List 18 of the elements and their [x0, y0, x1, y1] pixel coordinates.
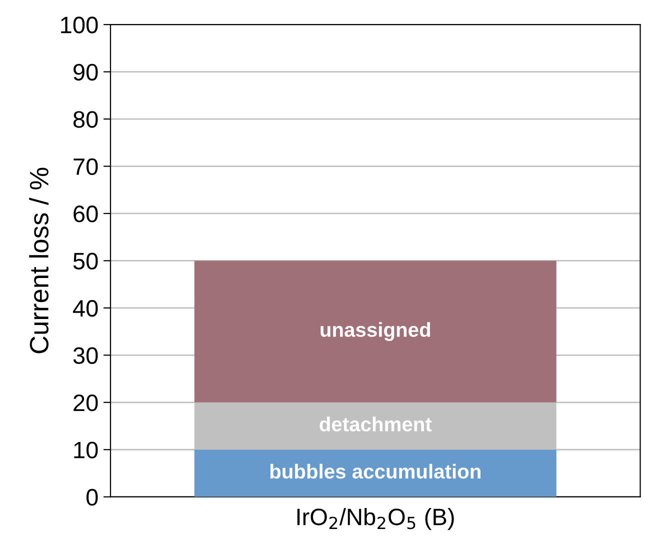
series-label: bubbles accumulation: [270, 464, 480, 479]
y-tick-label: 50: [73, 252, 98, 270]
y-tick-label: 60: [74, 206, 98, 222]
y-tick-label: 80: [73, 111, 98, 128]
y-tick-label: 0: [86, 488, 98, 506]
series-label: detachment: [320, 416, 432, 432]
series-label: unassigned: [320, 322, 430, 341]
y-tick-label: 20: [74, 394, 98, 412]
y-tick-label: 70: [74, 158, 98, 176]
y-tick-label: 10: [74, 442, 98, 458]
y-tick-label: 30: [73, 347, 98, 364]
y-tick-label: 40: [72, 300, 98, 317]
y-axis-title: Current loss / %: [29, 168, 49, 354]
y-tick-label: 90: [74, 64, 98, 81]
bar: [194, 450, 556, 497]
x-tick-label: IrO$_{2}$/Nb$_{2}$O$_{5}$ (B): [297, 508, 454, 530]
bar: [194, 260, 556, 402]
y-tick-label: 100: [61, 16, 98, 34]
